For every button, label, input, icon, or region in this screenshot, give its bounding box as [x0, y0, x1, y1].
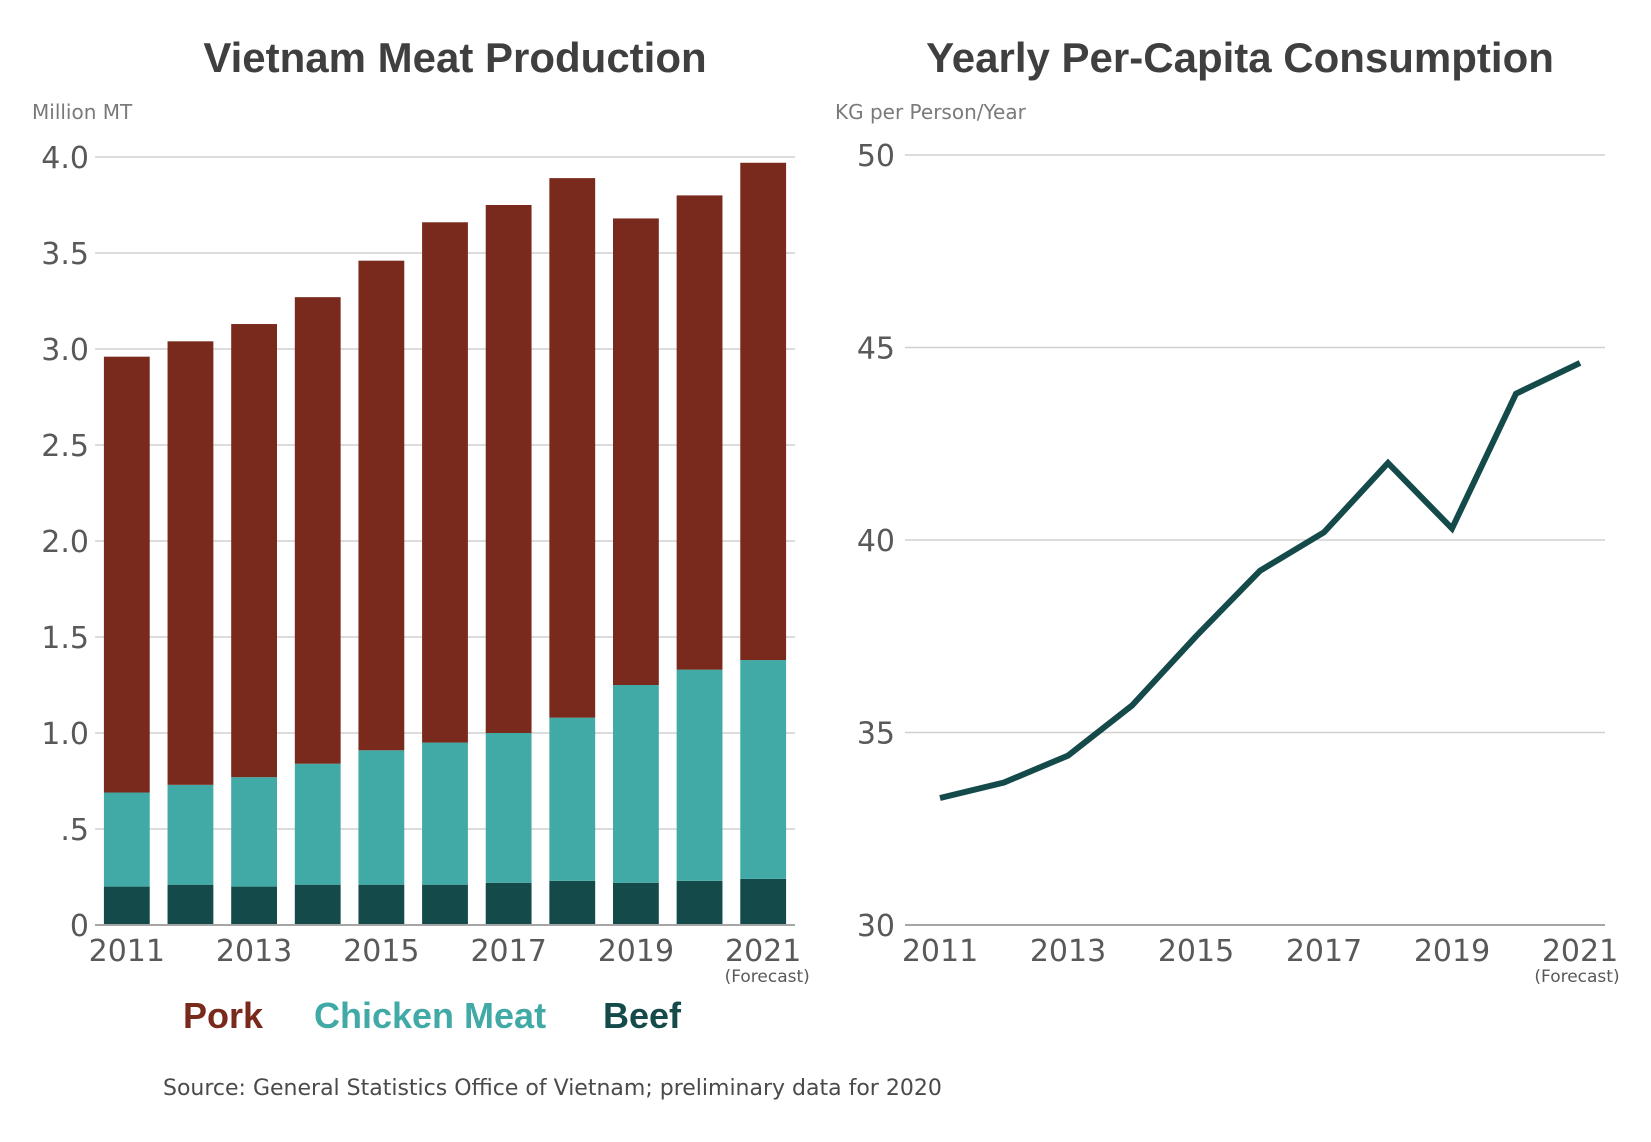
- production-y-tick-label: .5: [60, 813, 89, 848]
- consumption-chart-title: Yearly Per-Capita Consumption: [926, 34, 1554, 81]
- chicken-meat-bar: [231, 777, 277, 887]
- production-y-tick-label: 1.5: [41, 621, 89, 656]
- beef-bar: [613, 882, 659, 925]
- consumption-x-tick-label: 2015: [1158, 934, 1234, 969]
- pork-bar: [485, 205, 532, 733]
- consumption-y-tick-label: 30: [857, 909, 895, 944]
- source-note: Source: General Statistics Office of Vie…: [163, 1076, 942, 1101]
- production-x-tick-label: 2019: [598, 934, 674, 969]
- consumption-y-tick-label: 45: [857, 332, 895, 367]
- beef-bar: [422, 884, 468, 925]
- consumption-x-tick-label: 2013: [1030, 934, 1106, 969]
- beef-bar: [549, 880, 596, 925]
- beef-bar: [740, 878, 787, 925]
- pork-bar: [740, 162, 787, 661]
- beef-bar: [676, 880, 723, 925]
- beef-bar: [231, 886, 277, 925]
- consumption-x-tick-label: 2017: [1286, 934, 1362, 969]
- legend-chicken-meat: Chicken Meat: [314, 995, 547, 1036]
- production-y-tick-label: 4.0: [41, 141, 89, 176]
- legend-pork: Pork: [183, 995, 264, 1036]
- consumption-forecast-note: (Forecast): [1534, 967, 1619, 987]
- beef-bar: [294, 884, 341, 925]
- consumption-x-tick-label: 2021: [1542, 934, 1618, 969]
- production-x-tick-label: 2013: [216, 934, 292, 969]
- production-chart-title: Vietnam Meat Production: [203, 34, 707, 81]
- production-y-tick-label: 2.0: [41, 525, 89, 560]
- consumption-x-tick-label: 2011: [902, 934, 978, 969]
- chicken-meat-bar: [485, 733, 532, 883]
- pork-bar: [358, 260, 405, 751]
- production-x-tick-label: 2017: [470, 934, 546, 969]
- pork-bar: [613, 218, 659, 685]
- production-y-tick-label: 0: [70, 909, 89, 944]
- beef-bar: [103, 886, 150, 925]
- production-y-tick-label: 1.0: [41, 717, 89, 752]
- chicken-meat-bar: [167, 784, 214, 885]
- production-x-tick-label: 2015: [343, 934, 419, 969]
- pork-bar: [231, 324, 277, 778]
- legend-beef: Beef: [603, 995, 682, 1036]
- production-y-tick-label: 2.5: [41, 429, 89, 464]
- pork-bar: [167, 341, 214, 785]
- consumption-y-unit-label: KG per Person/Year: [835, 100, 1026, 124]
- production-y-tick-label: 3.0: [41, 333, 89, 368]
- pork-bar: [103, 356, 150, 793]
- consumption-y-tick-label: 50: [857, 139, 895, 174]
- chicken-meat-bar: [358, 750, 405, 885]
- pork-bar: [676, 195, 723, 670]
- consumption-y-tick-label: 40: [857, 524, 895, 559]
- production-bar-chart: 0 .5 1.0 1.5 2.0 2.5 3.0 3.5 4.0 2011 2013 2015 2017…: [41, 141, 810, 987]
- production-y-unit-label: Million MT: [32, 100, 133, 124]
- pork-bar: [294, 297, 341, 764]
- consumption-y-tick-label: 35: [857, 717, 895, 752]
- beef-bar: [167, 884, 214, 925]
- beef-bar: [485, 882, 532, 925]
- chicken-meat-bar: [294, 763, 341, 885]
- chicken-meat-bar: [740, 660, 787, 879]
- pork-bar: [422, 222, 468, 743]
- consumption-x-tick-label: 2019: [1414, 934, 1490, 969]
- chicken-meat-bar: [549, 717, 596, 881]
- chicken-meat-bar: [422, 742, 468, 885]
- beef-bar: [358, 884, 405, 925]
- chicken-meat-bar: [613, 685, 659, 883]
- chicken-meat-bar: [676, 669, 723, 881]
- production-forecast-note: (Forecast): [725, 967, 810, 987]
- production-x-tick-label: 2011: [89, 934, 165, 969]
- consumption-line-chart: 30 35 40 45 50 2011 2013 2015 2017 2019 2021(Forec…: [857, 139, 1620, 987]
- production-y-tick-label: 3.5: [41, 237, 89, 272]
- chicken-meat-bar: [103, 792, 150, 887]
- pork-bar: [549, 178, 596, 718]
- production-x-tick-label: 2021: [725, 934, 801, 969]
